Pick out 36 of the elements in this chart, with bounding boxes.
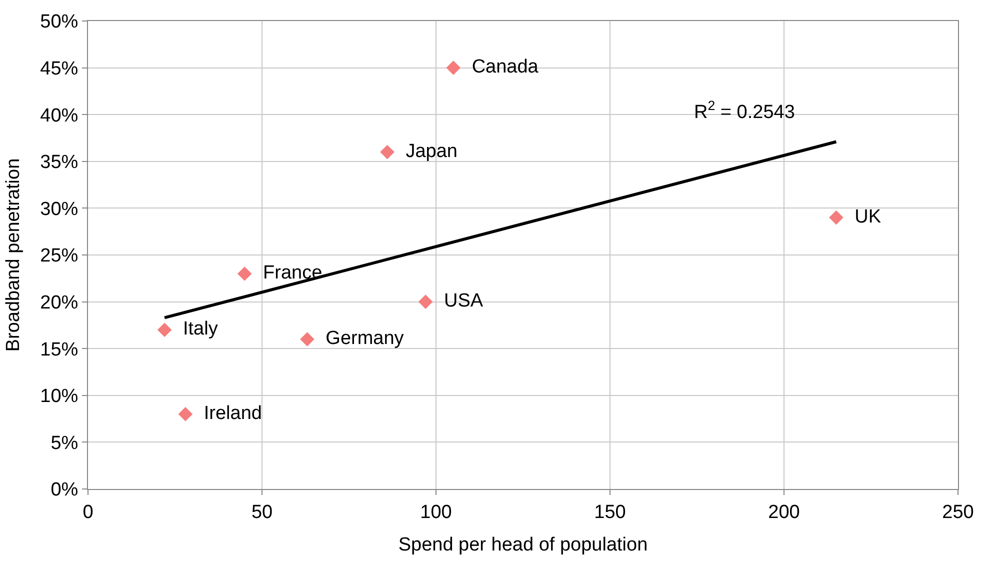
data-label: Italy xyxy=(172,318,218,340)
data-label: Ireland xyxy=(193,402,262,424)
y-tick-label: 25% xyxy=(40,246,78,267)
data-label: Japan xyxy=(395,140,458,162)
y-tick-label: 5% xyxy=(50,432,78,454)
point xyxy=(178,406,193,422)
y-tick-label: 15% xyxy=(40,339,78,360)
point xyxy=(380,144,394,160)
x-tick-label: 0 xyxy=(82,502,94,523)
y-tick-label: 0% xyxy=(50,480,78,501)
annotation: R$^{2}$ = 0.2543 xyxy=(694,98,795,123)
data-label: UK xyxy=(844,206,882,228)
point xyxy=(300,332,314,346)
y-tick-label: 35% xyxy=(40,152,78,174)
y-axis-title: Broadband penetration xyxy=(3,158,24,352)
point xyxy=(446,60,461,75)
y-tick-label: 50% xyxy=(40,12,78,33)
data-label: Canada xyxy=(461,56,539,78)
x-tick-label: 50 xyxy=(251,502,273,523)
x-axis-title: Spend per head of population xyxy=(398,534,648,556)
x-tick-label: 150 xyxy=(594,502,626,523)
y-tick-label: 40% xyxy=(40,105,78,126)
point xyxy=(237,266,252,281)
data-label: USA xyxy=(433,290,484,312)
y-tick-label: 30% xyxy=(40,198,78,220)
point xyxy=(157,322,172,338)
data-label: Germany xyxy=(315,328,404,349)
x-tick-label: 100 xyxy=(420,502,452,523)
point xyxy=(829,210,844,225)
x-tick-label: 250 xyxy=(942,502,974,523)
y-tick-label: 45% xyxy=(40,58,78,80)
y-tick-label: 20% xyxy=(40,292,78,314)
point xyxy=(418,294,433,309)
data-label: France xyxy=(252,262,322,284)
y-tick-label: 10% xyxy=(40,386,78,408)
x-tick-label: 200 xyxy=(768,502,800,523)
